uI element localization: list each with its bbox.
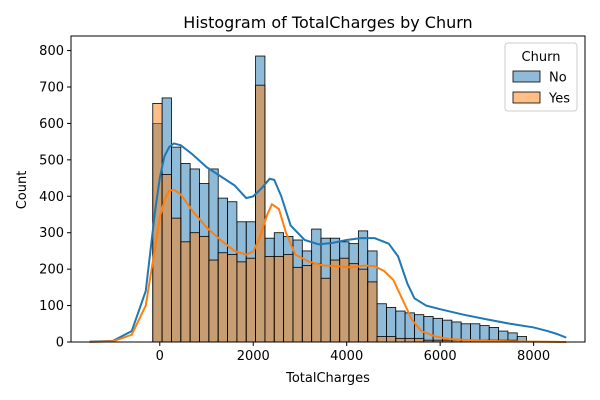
- bar-yes: [199, 235, 210, 343]
- bar-yes: [414, 337, 425, 343]
- bar-yes: [367, 281, 378, 343]
- bar-yes: [227, 254, 238, 343]
- kde-line-no: [89, 142, 567, 343]
- legend-title: Churn: [522, 50, 561, 65]
- bar-yes: [189, 232, 200, 343]
- bar-yes: [264, 255, 275, 343]
- y-tick-label: 0: [56, 336, 64, 351]
- chart-title: Histogram of TotalCharges by Churn: [183, 13, 472, 32]
- x-axis: 0 2000 4000 6000 8000: [156, 342, 550, 364]
- bar-yes: [386, 336, 397, 343]
- bar-yes: [348, 263, 359, 343]
- bar-yes: [301, 265, 313, 343]
- legend-item-no: No: [512, 70, 567, 86]
- bar-yes: [404, 337, 415, 343]
- bar-no: [395, 310, 406, 343]
- x-tick-label: 2000: [237, 349, 270, 364]
- legend-label: Yes: [548, 92, 570, 107]
- bar-yes: [339, 257, 350, 343]
- y-tick-label: 800: [39, 44, 64, 59]
- bar-yes: [292, 266, 303, 343]
- y-axis: 0 100 200 300 400 500 600 700 800: [39, 44, 71, 351]
- x-tick-label: 0: [156, 349, 164, 364]
- y-tick-label: 400: [39, 190, 64, 205]
- bar-yes: [357, 268, 369, 343]
- bar-yes: [217, 252, 228, 343]
- plot-frame: [70, 35, 586, 343]
- bar-yes: [255, 84, 266, 343]
- bar-yes: [320, 277, 331, 343]
- x-axis-title: TotalCharges: [285, 371, 370, 386]
- kde-line-yes: [89, 188, 567, 343]
- y-tick-label: 700: [39, 81, 64, 96]
- y-tick-label: 500: [39, 153, 64, 168]
- bar-yes: [171, 217, 182, 343]
- legend-swatch: [512, 70, 541, 83]
- y-tick-label: 600: [39, 117, 64, 132]
- bar-yes: [376, 336, 387, 343]
- bar-yes: [273, 255, 285, 343]
- legend-swatch: [512, 91, 541, 104]
- legend: Churn No Yes: [504, 42, 578, 112]
- bar-no: [479, 325, 490, 343]
- bar-yes: [236, 261, 247, 343]
- bar-yes: [245, 257, 256, 343]
- x-tick-label: 4000: [330, 349, 363, 364]
- y-tick-label: 100: [39, 299, 64, 314]
- bar-no: [423, 316, 434, 343]
- plot-area: [70, 35, 586, 343]
- legend-label: No: [549, 71, 567, 86]
- y-axis-title: Count: [15, 171, 30, 210]
- x-tick-label: 6000: [424, 349, 457, 364]
- legend-item-yes: Yes: [512, 91, 570, 107]
- bar-yes: [329, 259, 341, 343]
- y-tick-label: 200: [39, 263, 64, 278]
- x-tick-label: 8000: [517, 349, 550, 364]
- bar-yes: [180, 241, 191, 343]
- bar-yes: [395, 337, 406, 343]
- y-tick-label: 300: [39, 226, 64, 241]
- bar-yes: [283, 254, 294, 343]
- bar-yes: [208, 259, 219, 343]
- bar-yes: [311, 263, 322, 343]
